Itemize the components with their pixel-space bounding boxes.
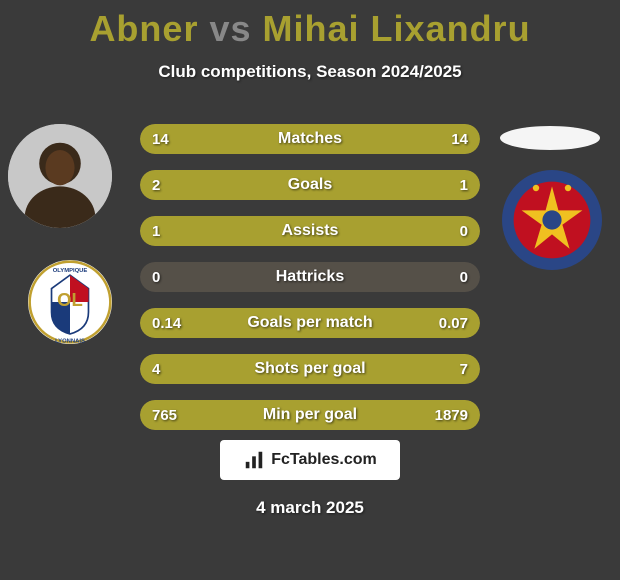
svg-text:LYONNAIS: LYONNAIS <box>55 338 85 344</box>
player1-avatar <box>8 124 112 228</box>
footer-site-text: FcTables.com <box>271 451 377 469</box>
stat-row: 1414Matches <box>140 124 480 154</box>
stat-row: 00Hattricks <box>140 262 480 292</box>
stat-label: Shots per goal <box>140 354 480 384</box>
stat-label: Goals <box>140 170 480 200</box>
page-title: Abner vs Mihai Lixandru <box>0 0 620 50</box>
stat-row: 0.140.07Goals per match <box>140 308 480 338</box>
stat-row: 47Shots per goal <box>140 354 480 384</box>
bar-chart-icon <box>243 449 265 471</box>
stat-label: Matches <box>140 124 480 154</box>
footer-date: 4 march 2025 <box>0 498 620 518</box>
stat-label: Assists <box>140 216 480 246</box>
stat-row: 7651879Min per goal <box>140 400 480 430</box>
stat-row: 21Goals <box>140 170 480 200</box>
stats-bars: 1414Matches 21Goals 10Assists 00Hattricks 0.… <box>140 124 480 446</box>
player2-club-crest <box>502 170 602 270</box>
stat-label: Goals per match <box>140 308 480 338</box>
svg-text:OL: OL <box>57 289 83 310</box>
title-player2: Mihai Lixandru <box>263 8 531 49</box>
stat-row: 10Assists <box>140 216 480 246</box>
player2-avatar-placeholder <box>500 126 600 150</box>
stat-label: Min per goal <box>140 400 480 430</box>
person-silhouette-icon <box>8 124 112 228</box>
title-vs: vs <box>209 8 251 49</box>
subtitle: Club competitions, Season 2024/2025 <box>0 62 620 82</box>
fcsb-crest-icon <box>512 180 592 260</box>
olympique-lyonnais-crest-icon: OLYMPIQUE LYONNAIS OL <box>28 260 112 344</box>
player1-club-crest: OLYMPIQUE LYONNAIS OL <box>28 260 112 344</box>
footer-site-badge: FcTables.com <box>220 440 400 480</box>
stat-label: Hattricks <box>140 262 480 292</box>
svg-text:OLYMPIQUE: OLYMPIQUE <box>53 268 88 274</box>
title-player1: Abner <box>89 8 198 49</box>
